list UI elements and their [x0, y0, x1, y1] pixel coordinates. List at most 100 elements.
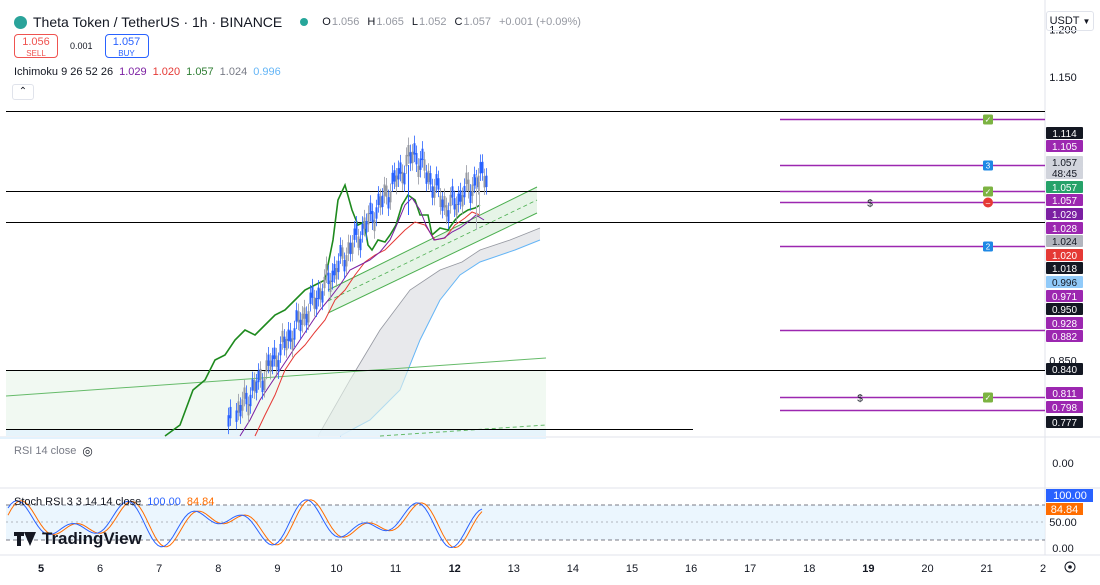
candle — [413, 143, 416, 155]
candle — [313, 297, 316, 309]
ohlc-open: O1.056 — [322, 16, 360, 28]
time-axis[interactable]: 5 6 7 8 9 10 11 12 13 14 15 16 17 18 19 20 21 2 — [38, 561, 1076, 575]
price-label-box — [1046, 276, 1083, 288]
candle — [325, 264, 328, 276]
candle — [239, 404, 242, 417]
tradingview-logo-icon — [14, 532, 36, 546]
candle — [341, 247, 344, 259]
theta-logo-icon — [14, 15, 27, 29]
price-axis[interactable]: 1.2001.1500.8501.1141.1051.05748:451.057… — [1046, 25, 1093, 555]
price-label-box — [1046, 249, 1083, 261]
ichimoku-legend[interactable]: Ichimoku 9 26 52 26 1.029 1.020 1.057 1.… — [14, 66, 281, 78]
candle — [309, 292, 312, 304]
price-label-text: 1.105 — [1052, 142, 1077, 153]
candle — [479, 162, 482, 174]
grid-lines — [0, 0, 1100, 556]
ichimoku-name: Ichimoku 9 26 52 26 — [14, 66, 114, 78]
tradingview-logo[interactable]: TradingView — [14, 529, 142, 549]
alert-markers[interactable]: ✓ 3 ✓ – $2 ✓ $ — [780, 114, 1045, 412]
horizontal-levels — [6, 111, 1045, 430]
price-label-box — [1046, 401, 1083, 413]
price-candles — [227, 135, 488, 435]
collapse-legend-button[interactable]: ⌃ — [12, 84, 34, 100]
candle — [371, 211, 374, 223]
price-label-text: 48:45 — [1052, 169, 1077, 180]
candle — [227, 415, 230, 427]
price-label-box — [1046, 290, 1083, 302]
candle — [347, 242, 350, 254]
rsi-label: RSI 14 close — [14, 445, 77, 457]
price-label-text: 1.028 — [1052, 224, 1077, 235]
candle — [261, 380, 264, 393]
candle — [311, 286, 314, 298]
price-label-text: 0.882 — [1052, 332, 1077, 343]
eye-hidden-icon[interactable]: ◎ — [82, 444, 93, 458]
price-label-box — [1046, 330, 1083, 342]
candle — [285, 338, 288, 351]
candle — [401, 171, 404, 184]
candle — [389, 191, 392, 203]
stoch-rsi-legend[interactable]: Stoch RSI 3 3 14 14 close 100.00 84.84 — [14, 496, 214, 508]
candle — [293, 328, 296, 340]
candle — [375, 207, 378, 219]
symbol-title[interactable]: Theta Token / TetherUS · 1h · BINANCE — [33, 14, 283, 30]
price-label-box — [1046, 387, 1083, 399]
stoch-rsi-label: Stoch RSI 3 3 14 14 close — [14, 496, 142, 508]
stop-icon — [983, 197, 993, 208]
ohlc-high: H1.065 — [367, 16, 404, 28]
spread-value: 0.001 — [70, 41, 93, 51]
candle — [255, 381, 258, 393]
number-3-icon-glyph: 3 — [986, 162, 991, 171]
candle — [423, 159, 426, 171]
candle — [333, 263, 336, 276]
candle — [295, 310, 298, 322]
price-label-box — [1046, 262, 1083, 274]
ichimoku-cloud — [6, 227, 546, 437]
trade-panel: 1.056 SELL 0.001 1.057 BUY — [14, 34, 149, 58]
candle — [381, 195, 384, 208]
currency-selector[interactable]: USDT ▼ — [1046, 11, 1094, 31]
candle — [297, 311, 300, 323]
rsi-band — [0, 437, 546, 439]
candle — [425, 172, 428, 184]
candle — [369, 202, 372, 215]
price-label-text: 0.840 — [1052, 365, 1077, 376]
price-label-text: 1.114 — [1052, 129, 1077, 140]
lagging-span-line — [164, 182, 481, 437]
candle — [467, 179, 470, 191]
candle — [473, 174, 476, 186]
candle — [459, 190, 462, 202]
price-label-box — [1046, 208, 1083, 220]
buy-button[interactable]: 1.057 BUY — [104, 34, 149, 58]
chevron-up-icon: ⌃ — [18, 86, 28, 97]
price-label-box — [1046, 194, 1083, 206]
candle — [337, 260, 340, 273]
time-tick-label: 9 — [274, 563, 280, 575]
price-label-box — [1046, 222, 1083, 234]
sell-label: SELL — [26, 49, 46, 58]
candle — [399, 162, 402, 174]
ohlc-values: O1.056 H1.065 L1.052 C1.057 +0.001 (+0.0… — [322, 16, 581, 28]
candle — [257, 370, 260, 383]
ichimoku-base-value: 1.020 — [152, 66, 181, 78]
candle — [373, 219, 376, 232]
sell-button[interactable]: 1.056 SELL — [14, 34, 58, 58]
ichimoku-span-a-value: 1.024 — [219, 66, 248, 78]
candle — [443, 196, 446, 208]
candle — [455, 204, 458, 216]
candle — [279, 343, 282, 356]
candle — [329, 280, 332, 292]
candle — [427, 170, 430, 183]
rsi-legend[interactable]: RSI 14 close ◎ — [14, 444, 93, 458]
candle — [259, 368, 262, 381]
candle — [363, 217, 366, 229]
check-icon-glyph: ✓ — [985, 394, 992, 403]
symbol-header[interactable]: Theta Token / TetherUS · 1h · BINANCE O1… — [14, 12, 581, 32]
candle — [417, 165, 420, 177]
candle — [281, 330, 284, 343]
candle — [481, 161, 484, 174]
candle — [283, 336, 286, 348]
stoch-scale-label: 0.00 — [1052, 543, 1073, 555]
price-label-box — [1046, 235, 1083, 247]
